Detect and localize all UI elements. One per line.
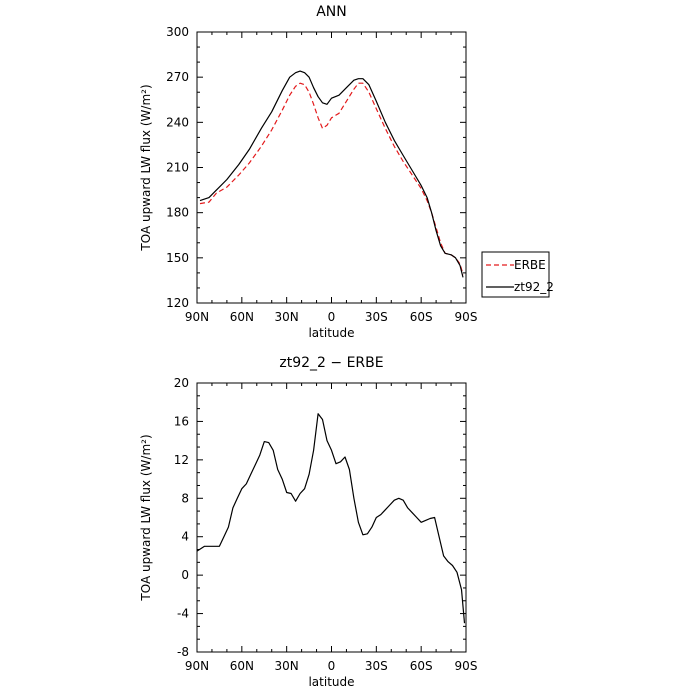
legend-entry: zt92_2 [514,280,554,294]
x-tick-label: 90N [185,310,209,324]
x-tick-label: 30N [275,659,299,673]
x-axis-label: latitude [308,675,354,689]
y-tick-label: 270 [166,70,189,84]
plot-frame [196,31,467,304]
x-tick-label: 30N [275,310,299,324]
y-tick-label: 20 [174,376,189,390]
legend-box [481,251,550,298]
x-tick-label: 90N [185,659,209,673]
plot-frame [196,382,467,653]
y-tick-label: 210 [166,161,189,175]
chart-panel-2: 90N 60N 30N 0 30S 60S 90S -8 -4 0 4 8 12 16 20 zt92_2 −… [139,355,477,689]
chart-title: ANN [316,4,347,20]
x-tick-label: 30S [365,310,388,324]
x-tick-label: 0 [328,659,336,673]
y-tick-label: 12 [174,453,189,467]
series-line-difference [196,413,466,624]
y-tick-label: 180 [166,206,189,220]
x-tick-label: 60N [230,310,254,324]
y-tick-label: 8 [181,491,189,505]
y-tick-label: -4 [177,607,189,621]
x-tick-label: 60N [230,659,254,673]
x-tick-label: 60S [410,659,433,673]
series-line-erbe [199,82,464,275]
x-tick-label: 90S [455,310,478,324]
x-tick-label: 30S [365,659,388,673]
chart-panel-1: 90N 60N 30N 0 30S 60S 90S 120 150 180 210 240 270 300… [139,4,554,340]
series-line-zt92-2 [199,70,464,278]
chart-title: zt92_2 − ERBE [279,355,383,371]
legend-entry: ERBE [514,258,546,272]
y-tick-label: 150 [166,251,189,265]
x-axis-label: latitude [308,326,354,340]
y-tick-label: 16 [174,414,189,428]
x-tick-label: 90S [455,659,478,673]
x-tick-label: 60S [410,310,433,324]
legend: ERBE zt92_2 [481,251,554,298]
y-tick-label: 0 [181,568,189,582]
y-tick-label: 300 [166,25,189,39]
x-tick-label: 0 [328,310,336,324]
y-tick-label: 240 [166,115,189,129]
y-tick-label: 120 [166,296,189,310]
y-tick-label: -8 [177,645,189,659]
y-axis-label: TOA upward LW flux (W/m²) [139,84,153,251]
y-tick-label: 4 [181,530,189,544]
y-axis-label: TOA upward LW flux (W/m²) [139,434,153,601]
